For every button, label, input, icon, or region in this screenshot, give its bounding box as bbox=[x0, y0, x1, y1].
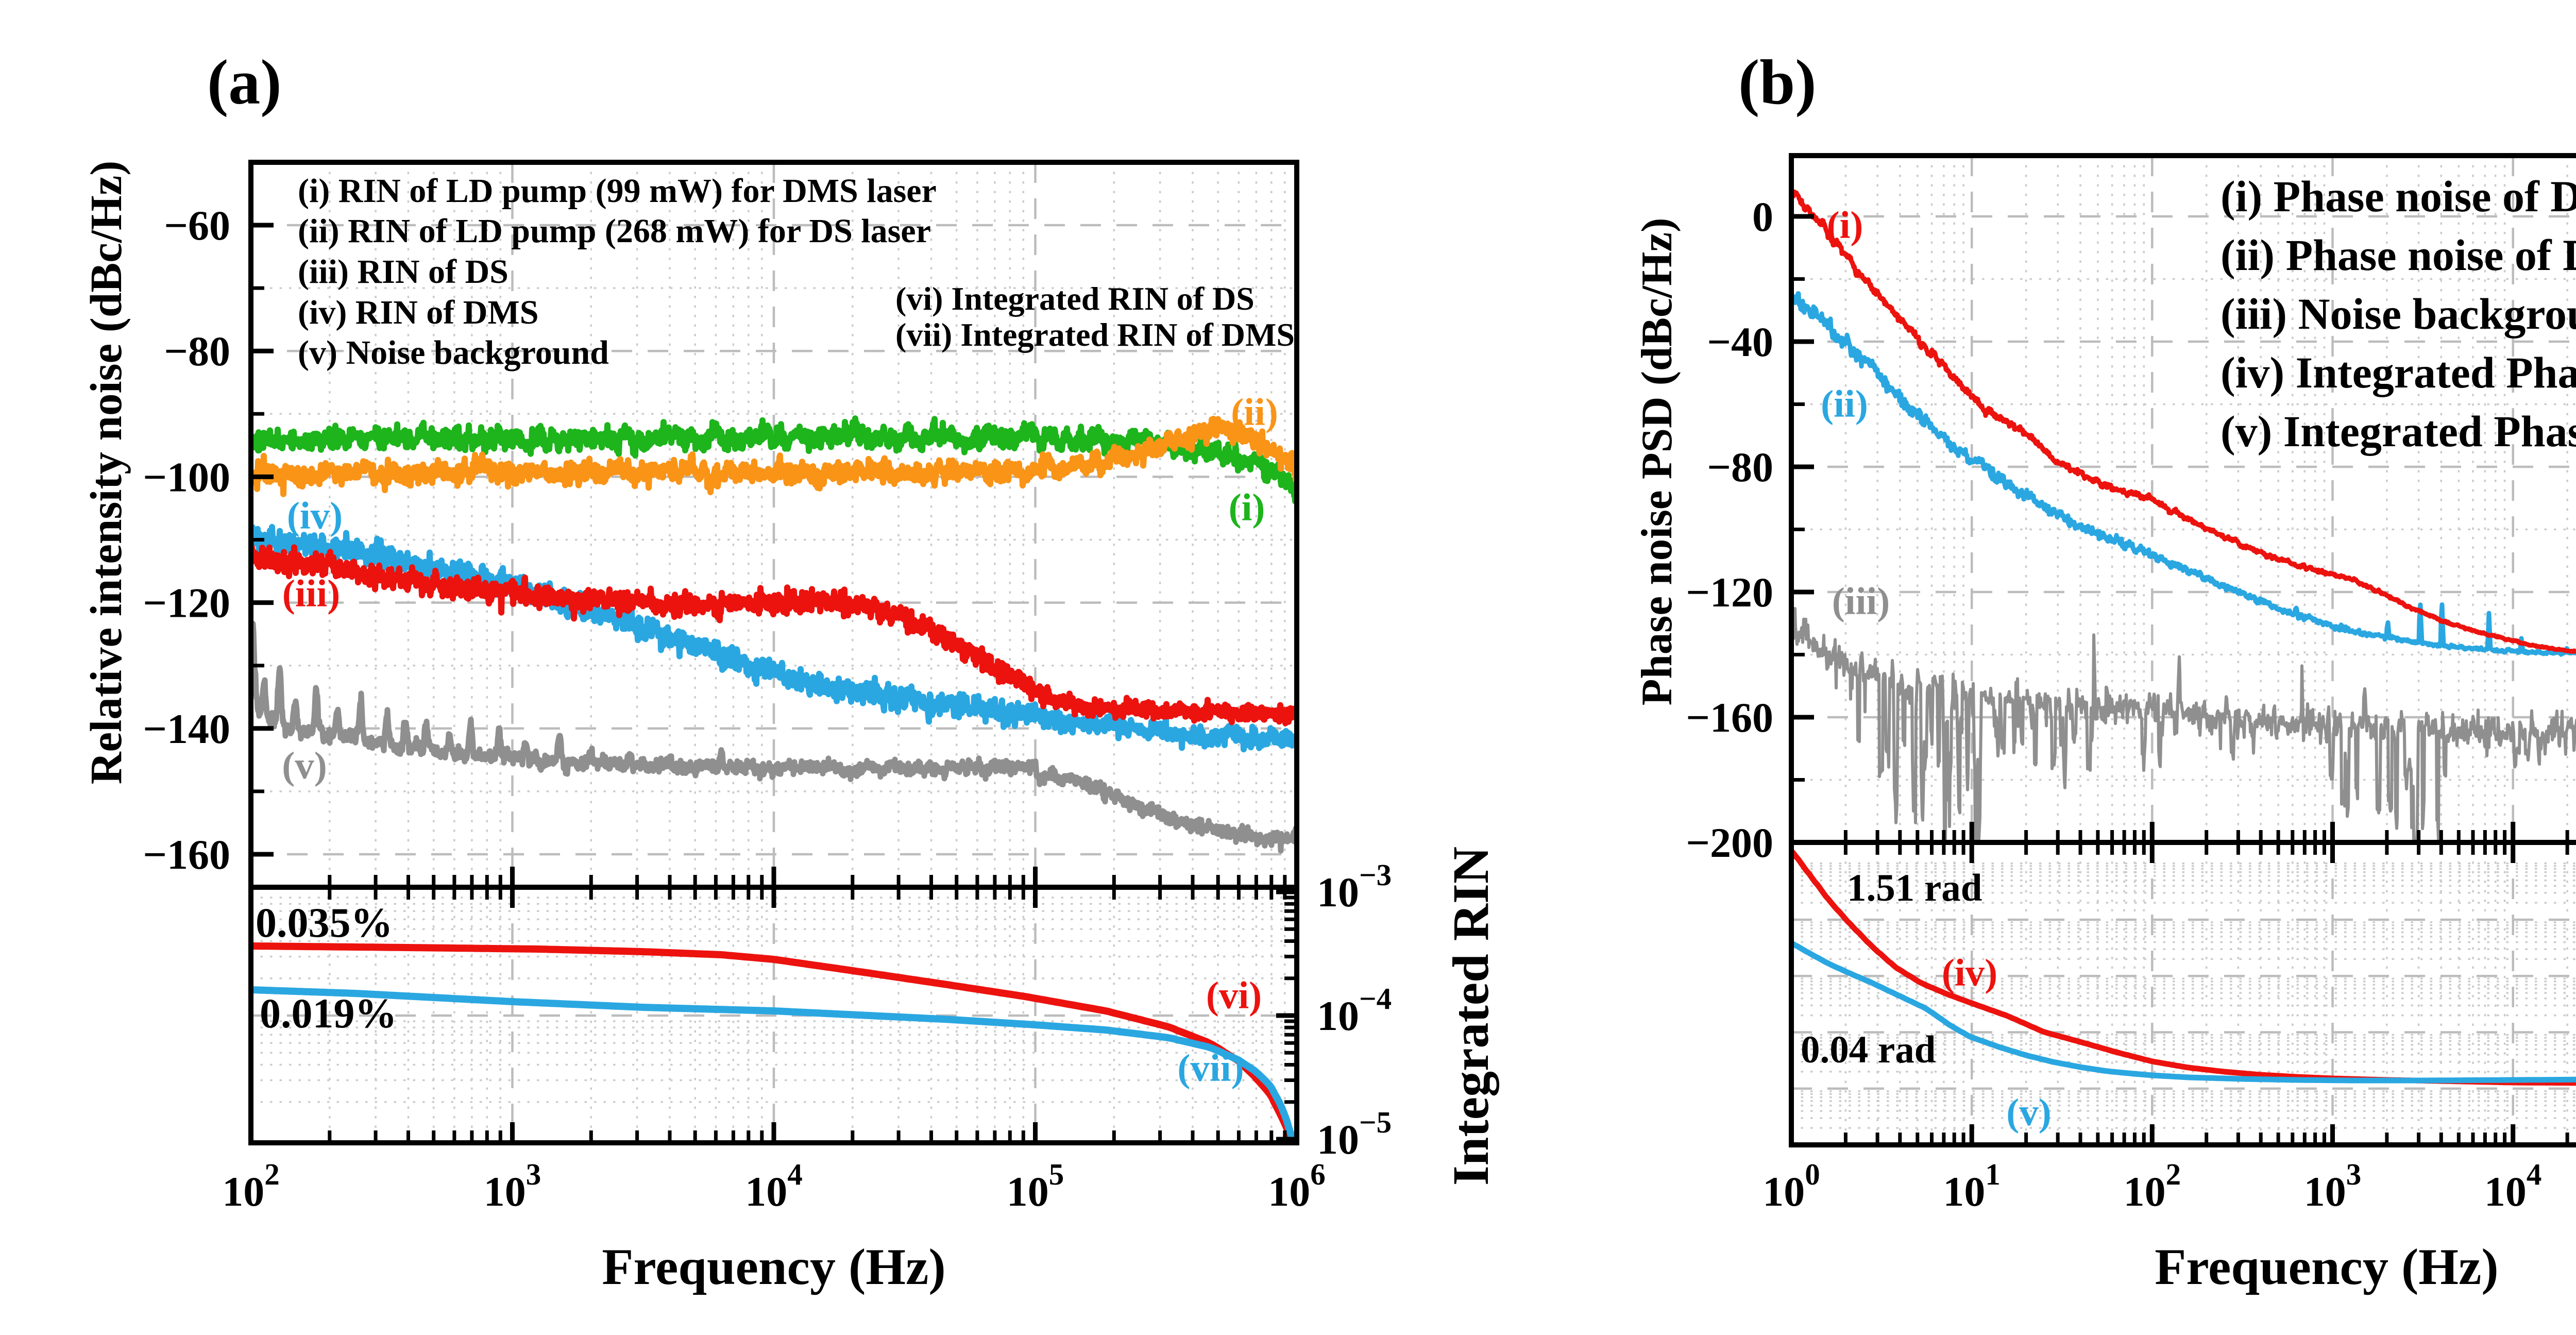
svg-text:−120: −120 bbox=[1686, 569, 1773, 616]
svg-text:−60: −60 bbox=[164, 202, 230, 249]
svg-text:(iv): (iv) bbox=[287, 495, 343, 537]
svg-text:(iii) Noise background: (iii) Noise background bbox=[2221, 289, 2576, 339]
svg-text:Frequency (Hz): Frequency (Hz) bbox=[602, 1238, 945, 1295]
svg-text:(i) Phase noise of DS: (i) Phase noise of DS bbox=[2221, 172, 2576, 221]
svg-text:−80: −80 bbox=[164, 328, 230, 375]
svg-text:(vi) Integrated RIN of DS: (vi) Integrated RIN of DS bbox=[895, 280, 1255, 317]
svg-text:(iii): (iii) bbox=[282, 572, 340, 615]
svg-text:Phase noise PSD (dBc/Hz): Phase noise PSD (dBc/Hz) bbox=[1633, 218, 1681, 706]
svg-text:(i): (i) bbox=[1229, 486, 1265, 529]
svg-text:1.51 rad: 1.51 rad bbox=[1847, 867, 1982, 909]
svg-text:(iv) Integrated Phase noise of: (iv) Integrated Phase noise of DS bbox=[2221, 348, 2576, 397]
svg-text:0: 0 bbox=[1752, 193, 1773, 240]
svg-text:−100: −100 bbox=[143, 453, 230, 500]
svg-text:Integrated RIN: Integrated RIN bbox=[1442, 847, 1499, 1186]
svg-text:0.035%: 0.035% bbox=[256, 899, 393, 946]
svg-text:(ii): (ii) bbox=[1821, 383, 1868, 426]
svg-text:(v) Integrated Phase noise of: (v) Integrated Phase noise of DMS bbox=[2221, 407, 2576, 456]
svg-text:(v): (v) bbox=[2006, 1091, 2051, 1134]
svg-text:−80: −80 bbox=[1707, 444, 1773, 491]
svg-text:0.019%: 0.019% bbox=[260, 990, 397, 1037]
svg-text:(iii): (iii) bbox=[1832, 580, 1890, 623]
svg-text:(ii): (ii) bbox=[1231, 391, 1278, 434]
svg-text:(ii) Phase noise of DMS: (ii) Phase noise of DMS bbox=[2221, 230, 2576, 280]
svg-text:(iv): (iv) bbox=[1942, 952, 1997, 994]
svg-text:(b): (b) bbox=[1738, 47, 1817, 117]
svg-text:(vii) Integrated RIN of DMS: (vii) Integrated RIN of DMS bbox=[895, 316, 1295, 353]
svg-text:−40: −40 bbox=[1707, 318, 1773, 365]
svg-text:(vii): (vii) bbox=[1177, 1047, 1244, 1090]
svg-text:(i) RIN of LD pump (99 mW) for: (i) RIN of LD pump (99 mW) for DMS laser bbox=[298, 172, 937, 210]
svg-text:0.04 rad: 0.04 rad bbox=[1801, 1028, 1936, 1071]
svg-text:(iv) RIN of DMS: (iv) RIN of DMS bbox=[298, 294, 538, 331]
svg-text:(i): (i) bbox=[1827, 204, 1863, 247]
svg-text:−160: −160 bbox=[143, 831, 230, 878]
svg-text:−200: −200 bbox=[1686, 819, 1773, 866]
svg-text:(ii) RIN of LD pump (268 mW) f: (ii) RIN of LD pump (268 mW) for DS lase… bbox=[298, 212, 931, 250]
svg-text:(v) Noise background: (v) Noise background bbox=[298, 334, 609, 371]
svg-text:(vi): (vi) bbox=[1206, 974, 1262, 1017]
svg-text:−160: −160 bbox=[1686, 694, 1773, 741]
svg-text:−120: −120 bbox=[143, 580, 230, 627]
svg-text:(a): (a) bbox=[207, 47, 282, 117]
svg-text:Frequency (Hz): Frequency (Hz) bbox=[2155, 1238, 2498, 1295]
svg-text:(v): (v) bbox=[282, 745, 327, 787]
svg-text:Relative intensity noise (dBc/: Relative intensity noise (dBc/Hz) bbox=[81, 161, 131, 785]
svg-text:(iii) RIN of DS: (iii) RIN of DS bbox=[298, 253, 509, 291]
svg-text:−140: −140 bbox=[143, 705, 230, 752]
